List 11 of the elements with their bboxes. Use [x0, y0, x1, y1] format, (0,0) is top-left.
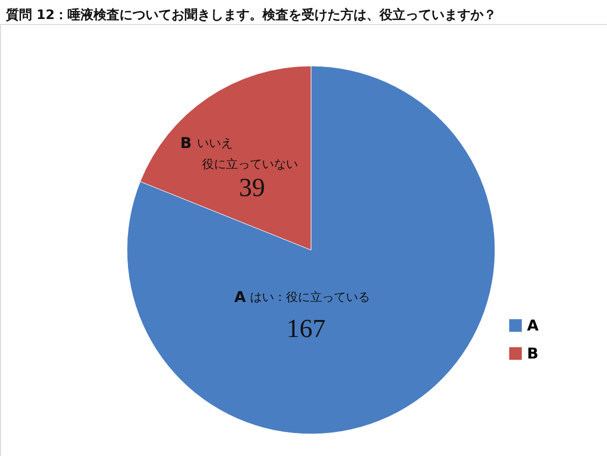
- data-label: 39: [239, 173, 265, 202]
- chart-title: 質問 12：唾液検査についてお聞きします。検査を受けた方は、役立っていますか？: [5, 7, 497, 23]
- pie-slice: [126, 66, 496, 434]
- slice-label: A: [234, 288, 246, 306]
- text: いいえ: [197, 136, 233, 150]
- slice-label: B: [180, 134, 192, 152]
- legend-label: A: [527, 316, 539, 334]
- legend-label: B: [527, 344, 538, 362]
- text: 役に立っていない: [202, 157, 298, 171]
- text: はい：役に立っている: [250, 290, 370, 304]
- data-label: 167: [286, 314, 326, 343]
